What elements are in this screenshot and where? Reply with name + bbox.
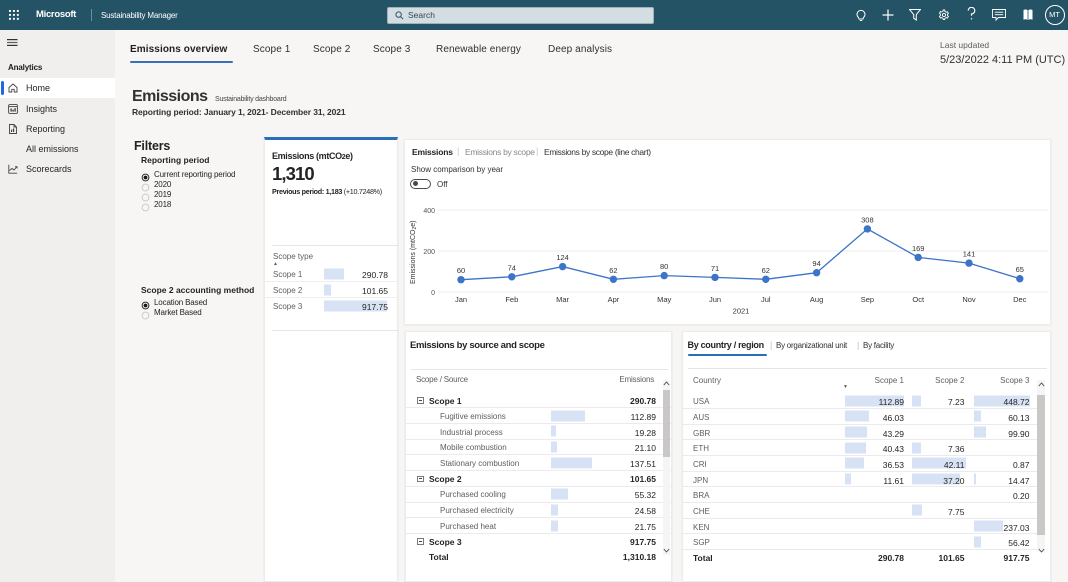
svg-text:62: 62 bbox=[609, 266, 617, 275]
svg-text:2021: 2021 bbox=[733, 307, 750, 316]
svg-text:80: 80 bbox=[660, 262, 668, 271]
svg-text:62: 62 bbox=[762, 266, 770, 275]
svg-text:0: 0 bbox=[431, 290, 435, 297]
svg-text:Apr: Apr bbox=[608, 295, 620, 304]
svg-text:Nov: Nov bbox=[962, 295, 976, 304]
svg-text:Aug: Aug bbox=[810, 295, 823, 304]
svg-text:Sep: Sep bbox=[861, 295, 874, 304]
svg-text:169: 169 bbox=[912, 244, 925, 253]
svg-text:Emissions (mtCO2e): Emissions (mtCO2e) bbox=[410, 221, 418, 284]
svg-text:400: 400 bbox=[423, 208, 435, 215]
svg-text:Dec: Dec bbox=[1013, 295, 1027, 304]
svg-text:74: 74 bbox=[508, 263, 516, 272]
svg-text:200: 200 bbox=[423, 249, 435, 256]
svg-text:65: 65 bbox=[1016, 265, 1024, 274]
svg-text:124: 124 bbox=[556, 253, 569, 262]
svg-text:308: 308 bbox=[861, 215, 874, 224]
svg-text:Oct: Oct bbox=[912, 295, 925, 304]
svg-text:May: May bbox=[657, 295, 671, 304]
svg-text:Jun: Jun bbox=[709, 295, 721, 304]
svg-text:Jan: Jan bbox=[455, 295, 467, 304]
svg-text:71: 71 bbox=[711, 264, 719, 273]
svg-text:94: 94 bbox=[812, 259, 820, 268]
svg-text:60: 60 bbox=[457, 266, 465, 275]
svg-text:Mar: Mar bbox=[556, 295, 569, 304]
svg-text:Feb: Feb bbox=[505, 295, 518, 304]
svg-text:Jul: Jul bbox=[761, 295, 771, 304]
svg-text:141: 141 bbox=[963, 250, 976, 259]
